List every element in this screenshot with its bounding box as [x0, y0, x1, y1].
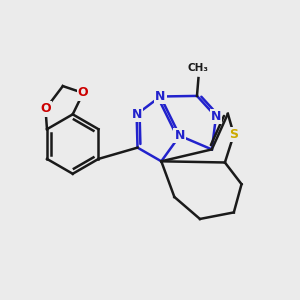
Text: N: N — [211, 110, 221, 123]
Text: S: S — [229, 128, 238, 141]
Text: O: O — [78, 86, 88, 99]
Text: CH₃: CH₃ — [188, 63, 209, 73]
Text: N: N — [175, 129, 185, 142]
Text: N: N — [131, 108, 142, 121]
Text: N: N — [155, 90, 166, 103]
Text: O: O — [40, 103, 51, 116]
